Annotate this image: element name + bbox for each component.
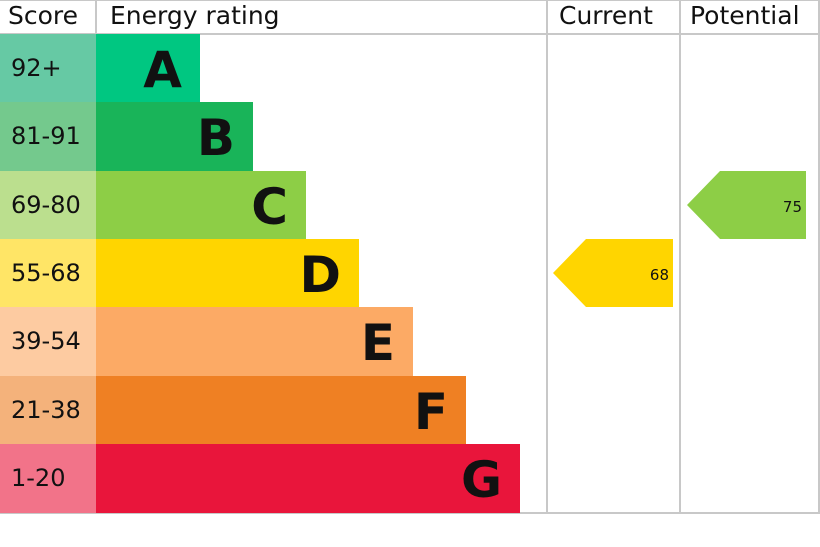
rating-bar-e: E	[96, 307, 413, 376]
header-energy-rating: Energy rating	[110, 1, 280, 30]
potential-rating-value: 75	[782, 197, 802, 216]
score-range-b: 81-91	[0, 102, 96, 172]
score-range-g: 1-20	[0, 443, 96, 513]
current-rating-arrow: 68	[553, 238, 673, 307]
bottom-border	[0, 512, 820, 514]
rating-bar-f: F	[96, 375, 466, 445]
score-range-c: 69-80	[0, 170, 96, 240]
rating-bar-g: G	[96, 443, 520, 513]
score-range-a: 92+	[0, 34, 96, 103]
current-arrow-shape	[553, 238, 673, 307]
col-divider-potential	[679, 0, 681, 514]
right-border	[818, 0, 820, 514]
score-range-d: 55-68	[0, 238, 96, 308]
rating-bar-c: C	[96, 170, 306, 240]
rating-bar-b: B	[96, 102, 253, 172]
header-score: Score	[8, 1, 79, 30]
header-divider	[0, 33, 820, 35]
header-current: Current	[559, 1, 653, 30]
score-range-e: 39-54	[0, 307, 96, 376]
potential-rating-arrow: 75	[687, 170, 806, 239]
col-divider-current	[546, 0, 548, 514]
header-potential: Potential	[690, 1, 800, 30]
potential-arrow-shape	[687, 170, 806, 239]
top-border	[0, 0, 820, 1]
col-divider-score	[95, 0, 97, 34]
score-range-f: 21-38	[0, 375, 96, 445]
rating-bar-a: A	[96, 34, 200, 103]
rating-bar-d: D	[96, 238, 359, 308]
current-rating-value: 68	[649, 265, 669, 284]
